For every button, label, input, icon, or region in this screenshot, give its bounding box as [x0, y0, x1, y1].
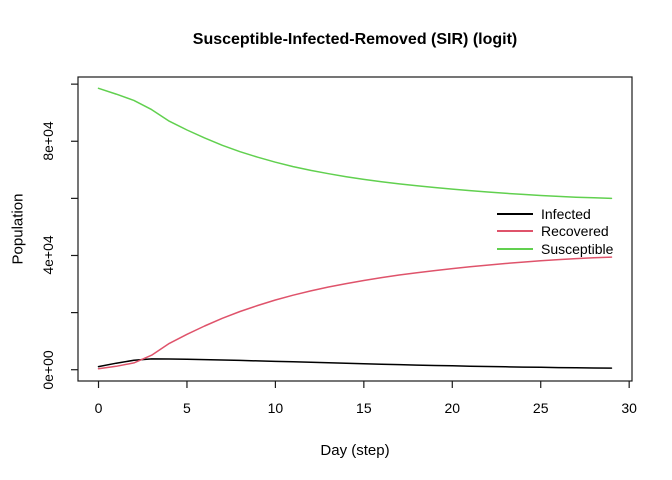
x-tick-label: 20 — [444, 400, 461, 416]
infected-line-swatch — [497, 212, 533, 215]
plot-box — [77, 76, 633, 382]
legend-item-susceptible: Susceptible — [497, 240, 613, 258]
recovered-curve — [97, 256, 613, 370]
susceptible-line-swatch — [497, 247, 533, 250]
susceptible-curve — [97, 87, 613, 200]
x-tick-label: 5 — [183, 400, 191, 416]
legend-item-infected: Infected — [497, 205, 613, 223]
legend-label-infected: Infected — [541, 205, 591, 222]
chart-title: Susceptible-Infected-Removed (SIR) (logi… — [192, 31, 518, 48]
legend-item-recovered: Recovered — [497, 223, 613, 241]
x-tick-label: 25 — [532, 400, 549, 416]
recovered-line-swatch — [497, 230, 533, 233]
infected-curve — [97, 358, 613, 369]
x-tick-label: 15 — [356, 400, 372, 416]
legend: Infected Recovered Susceptible — [497, 205, 613, 258]
legend-label-recovered: Recovered — [541, 223, 609, 240]
x-tick-label: 0 — [94, 400, 103, 416]
x-tick-label: 30 — [621, 400, 637, 416]
legend-label-susceptible: Susceptible — [541, 240, 614, 257]
x-axis-label: Day (step) — [320, 442, 390, 459]
x-tick-label: 10 — [267, 400, 284, 416]
